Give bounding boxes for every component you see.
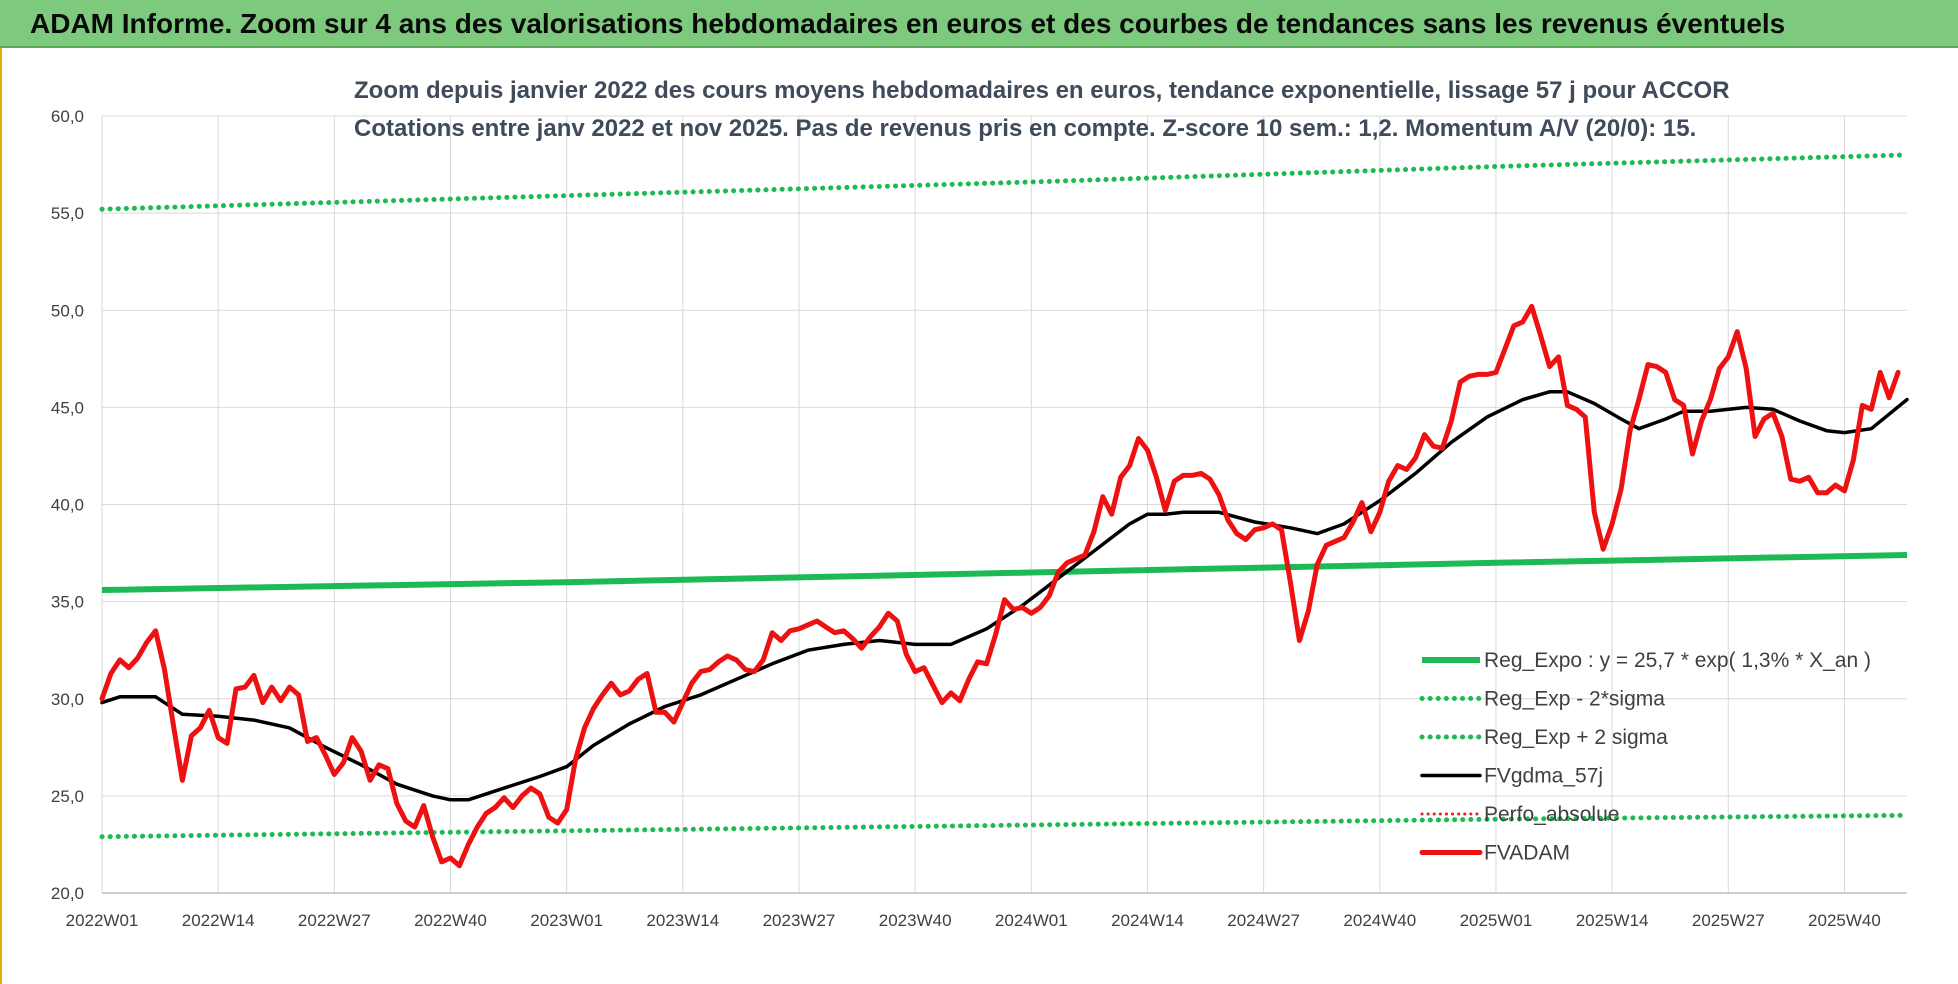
series-line-0 [101,552,1908,593]
series-line-1 [99,812,1910,840]
chart-area: Zoom depuis janvier 2022 des cours moyen… [0,48,1958,984]
series-line-2 [99,152,1910,212]
y-tick-label: 25,0 [51,787,84,806]
legend-label: Reg_Expo : y = 25,7 * exp( 1,3% * X_an ) [1484,649,1871,672]
x-tick-label: 2022W01 [66,911,139,930]
series-line-5 [99,303,1901,869]
x-tick-label: 2023W14 [646,911,719,930]
line-chart: Zoom depuis janvier 2022 des cours moyen… [51,77,1910,930]
x-tick-label: 2022W14 [182,911,255,930]
x-tick-label: 2024W14 [1111,911,1184,930]
x-tick-label: 2024W27 [1227,911,1300,930]
legend: Reg_Expo : y = 25,7 * exp( 1,3% * X_an )… [1419,649,1871,865]
series-line-3 [100,390,1909,802]
legend-label: Reg_Exp - 2*sigma [1484,688,1665,711]
x-tick-label: 2025W40 [1808,911,1881,930]
y-tick-label: 60,0 [51,107,84,126]
y-tick-label: 50,0 [51,301,84,320]
grid-lines [101,115,1907,894]
legend-label: FVADAM [1484,842,1570,865]
x-tick-label: 2022W27 [298,911,371,930]
x-tick-label: 2022W40 [414,911,487,930]
y-tick-label: 45,0 [51,398,84,417]
legend-label: FVgdma_57j [1484,765,1603,788]
y-tick-label: 40,0 [51,496,84,515]
x-tick-label: 2023W01 [530,911,603,930]
chart-subtitle-line2: Cotations entre janv 2022 et nov 2025. P… [354,115,1696,142]
series-lines [99,152,1910,869]
x-tick-label: 2023W40 [879,911,952,930]
x-tick-label: 2025W27 [1692,911,1765,930]
y-tick-label: 30,0 [51,690,84,709]
x-tick-label: 2023W27 [763,911,836,930]
y-tick-label: 20,0 [51,884,84,903]
x-tick-label: 2024W01 [995,911,1068,930]
x-axis-ticks: 2022W01 2022W14 2022W27 2022W40 2023W01 2023W… [66,911,1881,930]
y-tick-label: 35,0 [51,593,84,612]
y-tick-label: 55,0 [51,204,84,223]
banner-title: ADAM Informe. Zoom sur 4 ans des valoris… [30,8,1786,39]
report-banner: ADAM Informe. Zoom sur 4 ans des valoris… [0,0,1958,48]
x-tick-label: 2025W01 [1460,911,1533,930]
y-axis-ticks: 20,0 25,0 30,0 35,0 40,0 45,0 50,0 55,0 60,0 [51,107,84,903]
x-tick-label: 2024W40 [1343,911,1416,930]
legend-label: Reg_Exp + 2 sigma [1484,726,1668,749]
legend-label: Perfo_absolue [1484,803,1619,826]
x-tick-label: 2025W14 [1576,911,1649,930]
chart-subtitle-line1: Zoom depuis janvier 2022 des cours moyen… [354,77,1730,104]
